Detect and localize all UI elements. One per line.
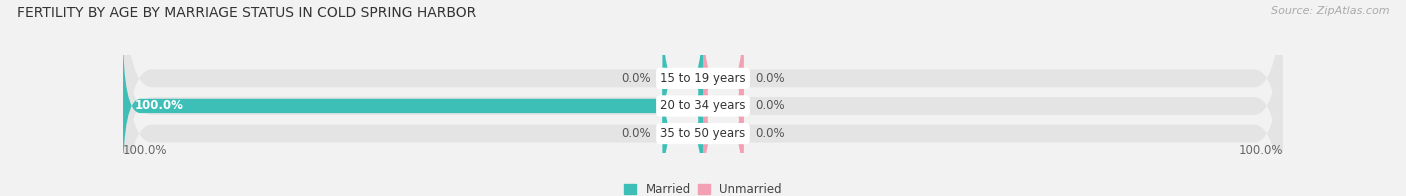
FancyBboxPatch shape <box>703 58 744 196</box>
Text: 15 to 19 years: 15 to 19 years <box>661 72 745 85</box>
FancyBboxPatch shape <box>662 58 703 196</box>
Text: 100.0%: 100.0% <box>124 144 167 157</box>
Text: Source: ZipAtlas.com: Source: ZipAtlas.com <box>1271 6 1389 16</box>
FancyBboxPatch shape <box>124 30 703 181</box>
Text: 0.0%: 0.0% <box>621 127 651 140</box>
Text: 0.0%: 0.0% <box>755 99 785 113</box>
FancyBboxPatch shape <box>124 5 1282 196</box>
Text: 20 to 34 years: 20 to 34 years <box>661 99 745 113</box>
Text: 0.0%: 0.0% <box>755 127 785 140</box>
Text: 0.0%: 0.0% <box>621 72 651 85</box>
FancyBboxPatch shape <box>662 3 703 154</box>
Text: 100.0%: 100.0% <box>1239 144 1282 157</box>
Text: 0.0%: 0.0% <box>755 72 785 85</box>
Text: FERTILITY BY AGE BY MARRIAGE STATUS IN COLD SPRING HARBOR: FERTILITY BY AGE BY MARRIAGE STATUS IN C… <box>17 6 477 20</box>
Legend: Married, Unmarried: Married, Unmarried <box>620 178 786 196</box>
FancyBboxPatch shape <box>703 3 744 154</box>
FancyBboxPatch shape <box>124 0 1282 196</box>
Text: 35 to 50 years: 35 to 50 years <box>661 127 745 140</box>
FancyBboxPatch shape <box>124 0 1282 196</box>
Text: 100.0%: 100.0% <box>135 99 184 113</box>
FancyBboxPatch shape <box>703 30 744 181</box>
